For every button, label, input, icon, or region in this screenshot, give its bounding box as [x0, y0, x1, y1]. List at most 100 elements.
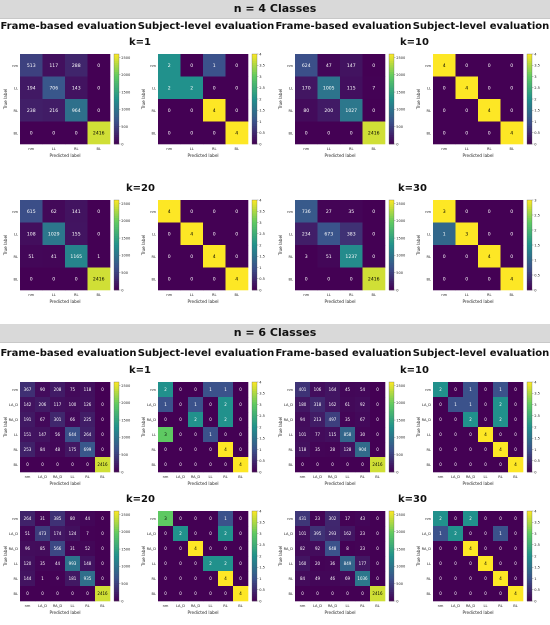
cell-value-label: 35 — [348, 209, 354, 215]
heatmap-cell — [478, 397, 494, 413]
heatmap-svg: 2 0 0 1 1 01 0 1 0 2 00 0 2 0 2 03 0 0 1 0 00 0 0 0 4 00 0 0 0 0 4nmnm… — [140, 378, 273, 492]
y-tick-label: RA_D — [284, 418, 294, 422]
cell-value-label: 0 — [439, 546, 442, 551]
cell-value-label: 0 — [376, 576, 379, 581]
heatmap-cell — [218, 427, 234, 443]
heatmap-cell — [463, 427, 479, 443]
x-tick-label: BL — [100, 475, 104, 479]
cell-value-label: 3 — [465, 231, 468, 237]
heatmap-cell — [295, 412, 311, 428]
colorbar-segment — [389, 424, 394, 428]
y-tick-label: BL — [427, 592, 431, 596]
cell-value-label: 96 — [25, 546, 31, 551]
cell-value-label: 0 — [101, 432, 104, 437]
cell-value-label: 62 — [51, 209, 57, 215]
heatmap-cell — [173, 586, 189, 602]
heatmap-cell — [158, 511, 174, 527]
heatmap-cell — [493, 511, 509, 527]
colorbar-segment — [252, 538, 257, 541]
colorbar-segment — [389, 83, 394, 86]
cell-value-label: 0 — [439, 447, 442, 452]
colorbar-segment — [114, 238, 119, 241]
colorbar-segment — [114, 128, 119, 131]
heatmap-cell — [433, 200, 456, 223]
heatmap-cell — [508, 412, 524, 428]
cell-value-label: 0 — [209, 516, 212, 521]
colorbar-segment — [114, 549, 119, 552]
k-label: k=30 — [398, 183, 427, 194]
heatmap-cell — [233, 556, 249, 572]
cell-value-label: 0 — [101, 417, 104, 422]
heatmap-cell — [500, 121, 524, 145]
colorbar-segment — [252, 83, 257, 86]
x-tick-label: BL — [100, 604, 104, 608]
heatmap-cell — [433, 99, 456, 122]
heatmap-cell — [433, 222, 456, 246]
cell-value-label: 0 — [376, 417, 379, 422]
colorbar-segment — [114, 222, 119, 226]
y-tick-label: LA_D — [147, 532, 156, 536]
colorbar-segment — [252, 413, 257, 417]
colorbar-segment — [389, 511, 394, 514]
cell-value-label: 0 — [179, 387, 182, 392]
colorbar-segment — [114, 54, 119, 57]
heatmap-cell — [508, 382, 524, 398]
heatmap-cell — [340, 200, 363, 223]
y-tick-label: RL — [14, 448, 19, 452]
colorbar-tick-label: 3 — [259, 532, 261, 536]
colorbar-segment — [389, 406, 394, 410]
colorbar-tick-label: 0.5 — [534, 131, 540, 135]
cell-value-label: 0 — [75, 276, 78, 282]
colorbar-segment — [114, 267, 119, 271]
heatmap-cell — [35, 586, 51, 602]
colorbar-segment — [252, 231, 257, 235]
colorbar-segment — [527, 54, 532, 57]
heatmap-cell — [203, 54, 226, 77]
colorbar-segment — [252, 263, 257, 266]
heatmap-cell — [42, 76, 66, 100]
cell-value-label: 624 — [302, 63, 311, 69]
heatmap-cell — [478, 245, 501, 268]
cell-value-label: 0 — [514, 561, 517, 566]
colorbar-segment — [527, 114, 532, 118]
x-tick-label: LL — [327, 147, 331, 151]
colorbar-segment — [389, 404, 394, 408]
x-tick-label: nm — [25, 604, 31, 608]
heatmap-cell — [310, 586, 326, 602]
y-tick-label: RA_D — [422, 547, 432, 551]
colorbar-tick-label: 4 — [259, 198, 262, 202]
x-tick-label: RL — [223, 475, 228, 479]
colorbar-segment — [527, 583, 532, 586]
colorbar-segment — [527, 218, 532, 221]
k-label: k=10 — [400, 365, 429, 376]
colorbar-segment — [252, 469, 257, 473]
colorbar-segment — [252, 400, 257, 403]
cell-value-label: 0 — [239, 447, 242, 452]
cell-value-label: 4 — [235, 130, 238, 136]
colorbar-segment — [252, 258, 257, 262]
colorbar-segment — [252, 260, 257, 264]
heatmap-cell — [218, 382, 234, 398]
colorbar-segment — [389, 141, 394, 145]
colorbar-segment — [252, 242, 257, 246]
colorbar-segment — [252, 211, 257, 214]
colorbar-segment — [389, 574, 394, 577]
heatmap-cell — [310, 541, 326, 557]
x-tick-label: LL — [52, 293, 56, 297]
colorbar-segment — [114, 119, 119, 122]
colorbar-segment — [527, 132, 532, 136]
cell-value-label: 385 — [54, 516, 62, 521]
heatmap-cell — [500, 245, 524, 268]
colorbar-segment — [114, 215, 119, 219]
confusion-matrix-panel: 2 0 1 0 2 2 0 0 0 0 4 0 0 0 0 4 nm nm LL LL RL RL BL BL Predicte… — [140, 50, 273, 182]
colorbar-segment — [252, 101, 257, 104]
heatmap-cell — [310, 412, 326, 428]
colorbar-segment — [389, 589, 394, 593]
colorbar-segment — [114, 78, 119, 82]
cell-value-label: 4 — [469, 546, 472, 551]
heatmap-cell — [340, 586, 356, 602]
cell-value-label: 0 — [213, 231, 216, 237]
heatmap-cell — [158, 222, 181, 246]
cell-value-label: 2416 — [97, 591, 108, 596]
cell-value-label: 147 — [347, 63, 356, 69]
